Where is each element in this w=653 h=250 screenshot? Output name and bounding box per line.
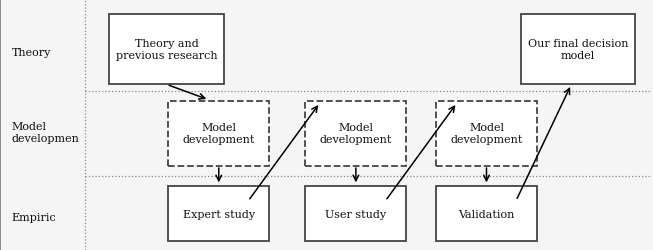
- Text: Empiric: Empiric: [12, 212, 57, 222]
- Text: User study: User study: [325, 209, 387, 219]
- FancyBboxPatch shape: [168, 186, 270, 241]
- Text: Model
development: Model development: [320, 123, 392, 144]
- FancyBboxPatch shape: [306, 101, 406, 166]
- Text: Model
development: Model development: [183, 123, 255, 144]
- Text: Model
development: Model development: [451, 123, 522, 144]
- Text: Validation: Validation: [458, 209, 515, 219]
- FancyBboxPatch shape: [436, 101, 537, 166]
- FancyBboxPatch shape: [110, 15, 223, 85]
- Text: Model
developmen: Model developmen: [12, 122, 80, 143]
- FancyBboxPatch shape: [436, 186, 537, 241]
- Text: Our final decision
model: Our final decision model: [528, 39, 628, 61]
- FancyBboxPatch shape: [521, 15, 635, 85]
- Text: Expert study: Expert study: [183, 209, 255, 219]
- Text: Theory and
previous research: Theory and previous research: [116, 39, 217, 61]
- Text: Theory: Theory: [12, 48, 51, 58]
- FancyBboxPatch shape: [306, 186, 406, 241]
- FancyBboxPatch shape: [168, 101, 270, 166]
